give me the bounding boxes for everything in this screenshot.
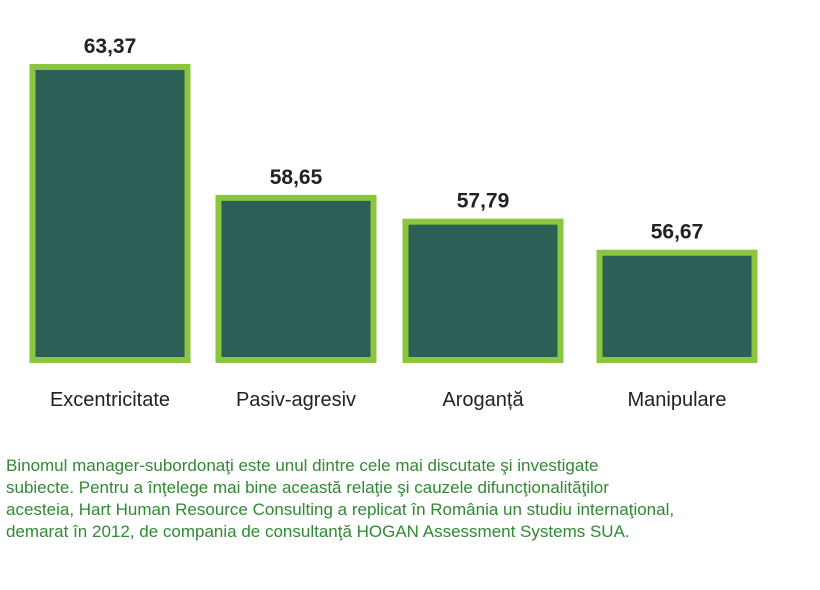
bar-excentricitate [29, 64, 191, 363]
value-label: 56,67 [651, 221, 704, 244]
bar-aroganță [402, 218, 564, 363]
category-label: Excentricitate [50, 389, 170, 411]
bar-chart: 63,37 Excentricitate 58,65 Pasiv-agresiv 57,… [29, 35, 758, 411]
chart-caption: Binomul manager-subordonaţi este unul di… [6, 455, 814, 543]
value-label: 63,37 [84, 35, 137, 58]
category-label: Aroganță [442, 389, 524, 411]
value-label: 57,79 [457, 190, 510, 213]
bar-pasiv-agresiv [215, 194, 377, 363]
caption-line: demarat în 2012, de compania de consulta… [6, 522, 630, 541]
bar-manipulare [596, 249, 758, 363]
category-label: Pasiv-agresiv [236, 389, 356, 411]
caption-line: subiecte. Pentru a înţelege mai bine ace… [6, 478, 609, 497]
caption-line: Binomul manager-subordonaţi este unul di… [6, 456, 599, 475]
category-label: Manipulare [628, 389, 727, 411]
caption-line: acesteia, Hart Human Resource Consulting… [6, 500, 675, 519]
value-label: 58,65 [270, 166, 323, 189]
